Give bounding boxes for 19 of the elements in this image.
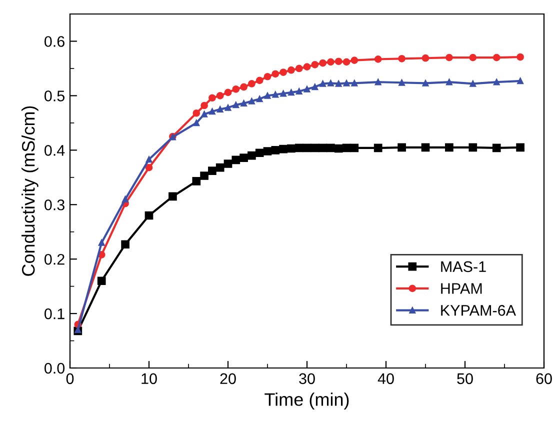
y-tick-label: 0.0 bbox=[44, 362, 65, 374]
x-tick-label: 60 bbox=[536, 373, 552, 384]
y-axis-title: Conductivity (mS/cm) bbox=[22, 106, 38, 276]
x-axis-title: Time (min) bbox=[264, 392, 349, 410]
x-tick-label: 20 bbox=[220, 373, 236, 384]
x-tick-label: 0 bbox=[66, 373, 74, 384]
legend-label: MAS-1 bbox=[441, 261, 486, 272]
y-tick-label: 0.1 bbox=[44, 308, 64, 320]
y-tick-label: 0.3 bbox=[44, 199, 64, 210]
x-tick-label: 10 bbox=[142, 373, 157, 384]
x-tick-label: 50 bbox=[457, 373, 473, 384]
legend-label: KYPAM-6A bbox=[441, 305, 516, 316]
y-tick-label: 0.5 bbox=[44, 90, 64, 102]
y-tick-label: 0.2 bbox=[44, 254, 64, 265]
y-tick-label: 0.4 bbox=[44, 145, 65, 156]
x-tick-label: 30 bbox=[299, 373, 315, 384]
legend-label: HPAM bbox=[441, 283, 482, 294]
y-tick-label: 0.6 bbox=[44, 36, 64, 47]
x-tick-label: 40 bbox=[378, 373, 394, 384]
